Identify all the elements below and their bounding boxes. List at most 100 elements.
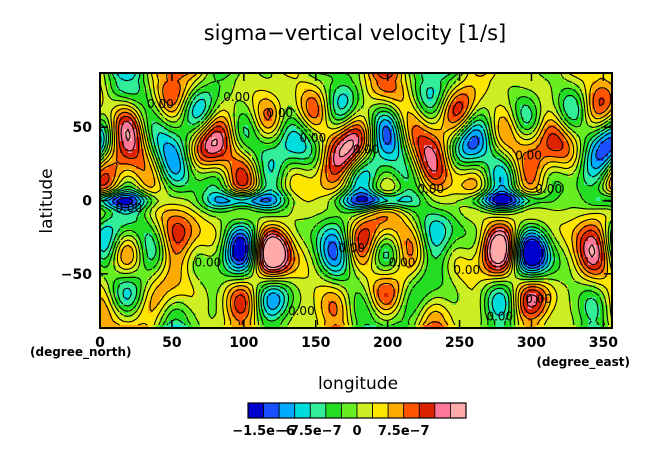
heatmap-cell — [500, 121, 505, 126]
heatmap-cell — [372, 173, 377, 178]
heatmap-cell — [392, 157, 397, 162]
heatmap-cell — [568, 105, 573, 110]
heatmap-cell — [340, 133, 345, 138]
heatmap-cell — [212, 129, 217, 134]
heatmap-cell — [364, 113, 369, 118]
heatmap-cell — [420, 217, 425, 222]
heatmap-cell — [348, 149, 353, 154]
heatmap-cell — [424, 217, 429, 222]
heatmap-cell — [308, 209, 313, 214]
heatmap-cell — [368, 89, 373, 94]
heatmap-cell — [444, 133, 449, 138]
heatmap-cell — [576, 165, 581, 170]
heatmap-cell — [476, 97, 481, 102]
heatmap-cell — [500, 73, 505, 78]
heatmap-cell — [480, 129, 485, 134]
heatmap-cell — [392, 177, 397, 182]
heatmap-cell — [520, 217, 525, 222]
heatmap-cell — [320, 125, 325, 130]
heatmap-cell — [580, 77, 585, 82]
heatmap-cell — [324, 97, 329, 102]
heatmap-cell — [400, 145, 405, 150]
heatmap-cell — [504, 165, 509, 170]
heatmap-cell — [512, 101, 517, 106]
heatmap-cell — [276, 105, 281, 110]
heatmap-cell — [588, 125, 593, 130]
heatmap-cell — [548, 181, 553, 186]
heatmap-cell — [164, 165, 169, 170]
heatmap-cell — [308, 137, 313, 142]
heatmap-cell — [552, 213, 557, 218]
heatmap-cell — [488, 113, 493, 118]
heatmap-cell — [236, 81, 241, 86]
heatmap-cell — [512, 73, 517, 78]
heatmap-cell — [252, 217, 257, 222]
heatmap-cell — [540, 221, 545, 226]
heatmap-cell — [168, 97, 173, 102]
heatmap-cell — [348, 141, 353, 146]
heatmap-cell — [352, 109, 357, 114]
heatmap-cell — [288, 173, 293, 178]
heatmap-cell — [368, 137, 373, 142]
heatmap-cell — [564, 149, 569, 154]
heatmap-cell — [160, 201, 165, 206]
heatmap-cell — [584, 169, 589, 174]
heatmap-cell — [468, 149, 473, 154]
heatmap-cell — [124, 97, 129, 102]
heatmap-cell — [228, 149, 233, 154]
heatmap-cell — [212, 89, 217, 94]
heatmap-cell — [324, 209, 329, 214]
heatmap-cell — [496, 89, 501, 94]
heatmap-cell — [172, 205, 177, 210]
heatmap-cell — [548, 73, 553, 78]
heatmap-cell — [164, 109, 169, 114]
heatmap-cell — [232, 189, 237, 194]
heatmap-cell — [268, 161, 273, 166]
heatmap-cell — [212, 205, 217, 210]
heatmap-cell — [468, 97, 473, 102]
heatmap-cell — [240, 93, 245, 98]
heatmap-cell — [596, 221, 601, 226]
heatmap-cell — [560, 101, 565, 106]
heatmap-cell — [216, 209, 221, 214]
heatmap-cell — [328, 209, 333, 214]
heatmap-cell — [228, 173, 233, 178]
heatmap-cell — [476, 225, 481, 230]
heatmap-cell — [104, 205, 109, 210]
heatmap-cell — [552, 205, 557, 210]
heatmap-cell — [160, 189, 165, 194]
heatmap-cell — [456, 181, 461, 186]
heatmap-cell — [436, 93, 441, 98]
heatmap-cell — [152, 173, 157, 178]
heatmap-cell — [184, 169, 189, 174]
heatmap-cell — [328, 181, 333, 186]
heatmap-cell — [488, 217, 493, 222]
heatmap-cell — [248, 209, 253, 214]
heatmap-cell — [376, 181, 381, 186]
heatmap-cell — [148, 221, 153, 226]
heatmap-cell — [216, 109, 221, 114]
heatmap-cell — [488, 161, 493, 166]
heatmap-cell — [128, 113, 133, 118]
heatmap-cell — [284, 197, 289, 202]
heatmap-cell — [236, 89, 241, 94]
heatmap-cell — [176, 209, 181, 214]
heatmap-cell — [508, 197, 513, 202]
heatmap-cell — [360, 145, 365, 150]
heatmap-cell — [168, 133, 173, 138]
heatmap-cell — [136, 225, 141, 230]
heatmap-cell — [304, 93, 309, 98]
heatmap-cell — [144, 181, 149, 186]
heatmap-cell — [208, 137, 213, 142]
heatmap-cell — [532, 97, 537, 102]
heatmap-cell — [288, 117, 293, 122]
heatmap-cell — [484, 113, 489, 118]
heatmap-cell — [100, 105, 105, 110]
heatmap-cell — [164, 73, 169, 78]
heatmap-cell — [444, 77, 449, 82]
heatmap-cell — [468, 193, 473, 198]
heatmap-cell — [532, 201, 537, 206]
heatmap-cell — [388, 149, 393, 154]
heatmap-cell — [128, 73, 133, 78]
heatmap-cell — [584, 141, 589, 146]
